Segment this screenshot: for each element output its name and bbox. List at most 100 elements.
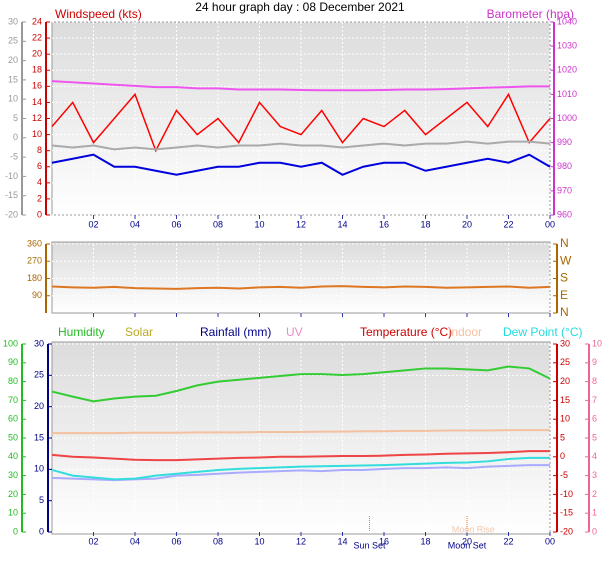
y-tick-label: E [560, 288, 568, 302]
legend-label: Solar [125, 325, 153, 339]
y-tick-label: 10 [32, 129, 42, 139]
annotation: Moon Set [448, 540, 487, 550]
y-tick-label: 0 [560, 451, 565, 461]
x-tick-label: 16 [379, 536, 389, 546]
y-tick-label: 30 [8, 16, 18, 26]
y-tick-label: 15 [34, 432, 44, 442]
y-tick-label: 8 [592, 376, 597, 386]
legend-label: UV [286, 325, 303, 339]
y-tick-label: 2 [37, 193, 42, 203]
y-tick-label: 0 [13, 526, 18, 536]
y-tick-label: 1040 [557, 16, 577, 26]
y-tick-label: 20 [8, 489, 18, 499]
chart-title: 24 hour graph day : 08 December 2021 [195, 0, 405, 14]
y-tick-label: 20 [34, 401, 44, 411]
y2-axis-label: Barometer (hpa) [487, 7, 574, 21]
x-tick-label: 10 [254, 219, 264, 229]
y-tick-label: 80 [8, 376, 18, 386]
y-tick-label: 1000 [557, 113, 577, 123]
y-tick-label: 70 [8, 395, 18, 405]
y-tick-label: -20 [5, 209, 18, 219]
x-tick-label: 06 [171, 536, 181, 546]
y-tick-label: 8 [37, 145, 42, 155]
legend-label: Temperature (°C) [360, 325, 452, 339]
y-tick-label: -5 [10, 151, 18, 161]
y-tick-label: 14 [32, 97, 42, 107]
y-tick-label: 990 [557, 137, 572, 147]
y-tick-label: 1 [592, 508, 597, 518]
y-tick-label: 30 [560, 338, 570, 348]
legend-label: Indoor [448, 325, 482, 339]
y-tick-label: 5 [39, 495, 44, 505]
y-tick-label: 270 [27, 256, 42, 266]
series-line [51, 456, 550, 481]
y-tick-label: 3 [592, 470, 597, 480]
series-line [51, 153, 551, 176]
y-tick-label: 180 [27, 273, 42, 283]
x-tick-label: 12 [296, 536, 306, 546]
y-tick-label: 20 [8, 55, 18, 65]
x-tick-label: 00 [545, 536, 555, 546]
y-tick-label: S [560, 271, 568, 285]
y-tick-label: 360 [27, 238, 42, 248]
y-tick-label: N [560, 236, 569, 250]
y-tick-label: 20 [32, 49, 42, 59]
y-tick-label: 10 [8, 94, 18, 104]
y-tick-label: 10 [34, 464, 44, 474]
x-tick-label: 18 [420, 219, 430, 229]
x-tick-label: 02 [88, 219, 98, 229]
y-tick-label: 15 [8, 74, 18, 84]
y-tick-label: 10 [8, 508, 18, 518]
x-tick-label: 16 [379, 219, 389, 229]
legend-label: Dew Point (°C) [503, 325, 582, 339]
y-tick-label: 30 [34, 338, 44, 348]
y-tick-label: 16 [32, 81, 42, 91]
x-tick-label: 14 [337, 536, 347, 546]
y-tick-label: 40 [8, 451, 18, 461]
y-tick-label: -10 [560, 489, 573, 499]
y-tick-label: 5 [560, 432, 565, 442]
x-tick-label: 20 [462, 219, 472, 229]
annotation: Moon Rise [452, 524, 495, 534]
series-line [51, 285, 551, 290]
x-tick-label: 22 [503, 536, 513, 546]
series-line [52, 429, 550, 435]
y-tick-label: -15 [5, 190, 18, 200]
y-tick-label: 24 [32, 16, 42, 26]
series-line [51, 92, 551, 153]
y-tick-label: 7 [592, 395, 597, 405]
y-tick-label: 25 [560, 357, 570, 367]
y-tick-label: 1010 [557, 89, 577, 99]
y-tick-label: -20 [560, 526, 573, 536]
y-tick-label: 960 [557, 209, 572, 219]
y-tick-label: 970 [557, 185, 572, 195]
y-tick-label: 4 [592, 451, 597, 461]
x-tick-label: 06 [171, 219, 181, 229]
y-tick-label: 90 [8, 357, 18, 367]
y-tick-label: 1020 [557, 65, 577, 75]
x-tick-label: 04 [130, 536, 140, 546]
y-tick-label: 60 [8, 414, 18, 424]
y-axis-label: Windspeed (kts) [55, 7, 142, 21]
y-tick-label: 0 [13, 132, 18, 142]
x-tick-label: 18 [420, 536, 430, 546]
y-tick-label: 4 [37, 177, 42, 187]
y-tick-label: 10 [560, 414, 570, 424]
y-tick-label: 50 [8, 432, 18, 442]
y-tick-label: 9 [592, 357, 597, 367]
x-tick-label: 02 [88, 536, 98, 546]
y-tick-label: 15 [560, 395, 570, 405]
x-tick-label: 20 [462, 536, 472, 546]
x-tick-label: 12 [296, 219, 306, 229]
series-line [51, 140, 551, 151]
x-tick-label: 00 [545, 219, 555, 229]
legend-label: Rainfall (mm) [200, 325, 271, 339]
y-tick-label: 12 [32, 113, 42, 123]
y-tick-label: N [560, 305, 569, 319]
legend-label: Humidity [58, 325, 105, 339]
y-tick-label: 5 [13, 113, 18, 123]
y-tick-label: 0 [37, 209, 42, 219]
y-tick-label: 100 [3, 338, 18, 348]
y-tick-label: 10 [592, 338, 602, 348]
